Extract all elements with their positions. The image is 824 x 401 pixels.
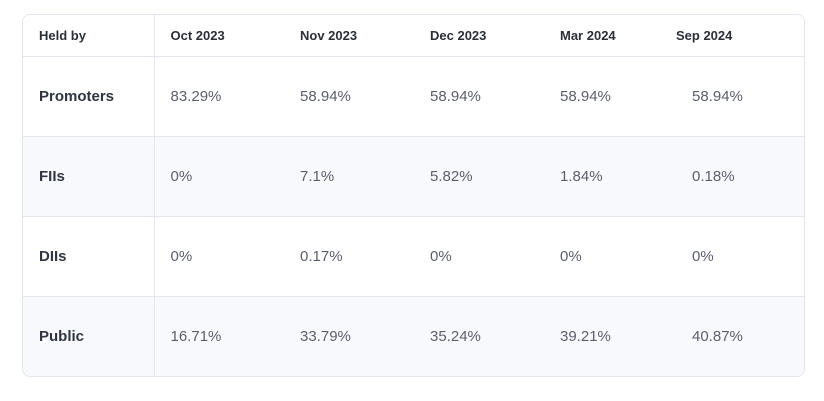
header-period: Sep 2024 [674, 15, 804, 57]
row-label: Promoters [23, 56, 155, 137]
table-cell: 0% [544, 216, 674, 297]
table-cell: 7.1% [284, 136, 414, 217]
table-row-diis: DIIs 0% 0.17% 0% 0% 0% [23, 216, 804, 297]
table-cell: 40.87% [674, 296, 804, 376]
table-cell: 35.24% [414, 296, 544, 376]
table-row-fiis: FIIs 0% 7.1% 5.82% 1.84% 0.18% [23, 136, 804, 217]
table-cell: 58.94% [414, 56, 544, 137]
row-label: Public [23, 296, 155, 376]
table-row-promoters: Promoters 83.29% 58.94% 58.94% 58.94% 58… [23, 56, 804, 137]
header-held-by: Held by [23, 15, 155, 57]
table-cell: 0.17% [284, 216, 414, 297]
table-cell: 39.21% [544, 296, 674, 376]
header-period: Oct 2023 [154, 15, 284, 57]
table-cell: 1.84% [544, 136, 674, 217]
header-period: Mar 2024 [544, 15, 674, 57]
shareholding-table: Held by Oct 2023 Nov 2023 Dec 2023 Mar 2… [23, 15, 804, 376]
table-cell: 83.29% [154, 56, 284, 137]
header-period: Nov 2023 [284, 15, 414, 57]
table-cell: 0.18% [674, 136, 804, 217]
table-cell: 0% [414, 216, 544, 297]
header-period: Dec 2023 [414, 15, 544, 57]
table-cell: 58.94% [674, 56, 804, 137]
row-label: DIIs [23, 216, 155, 297]
table-cell: 33.79% [284, 296, 414, 376]
table-cell: 5.82% [414, 136, 544, 217]
table-cell: 16.71% [154, 296, 284, 376]
table-cell: 58.94% [284, 56, 414, 137]
table-row-public: Public 16.71% 33.79% 35.24% 39.21% 40.87… [23, 296, 804, 376]
table-cell: 58.94% [544, 56, 674, 137]
shareholding-card: Held by Oct 2023 Nov 2023 Dec 2023 Mar 2… [22, 14, 805, 377]
table-cell: 0% [154, 216, 284, 297]
row-label: FIIs [23, 136, 155, 217]
header-row: Held by Oct 2023 Nov 2023 Dec 2023 Mar 2… [23, 15, 804, 57]
table-cell: 0% [674, 216, 804, 297]
table-cell: 0% [154, 136, 284, 217]
